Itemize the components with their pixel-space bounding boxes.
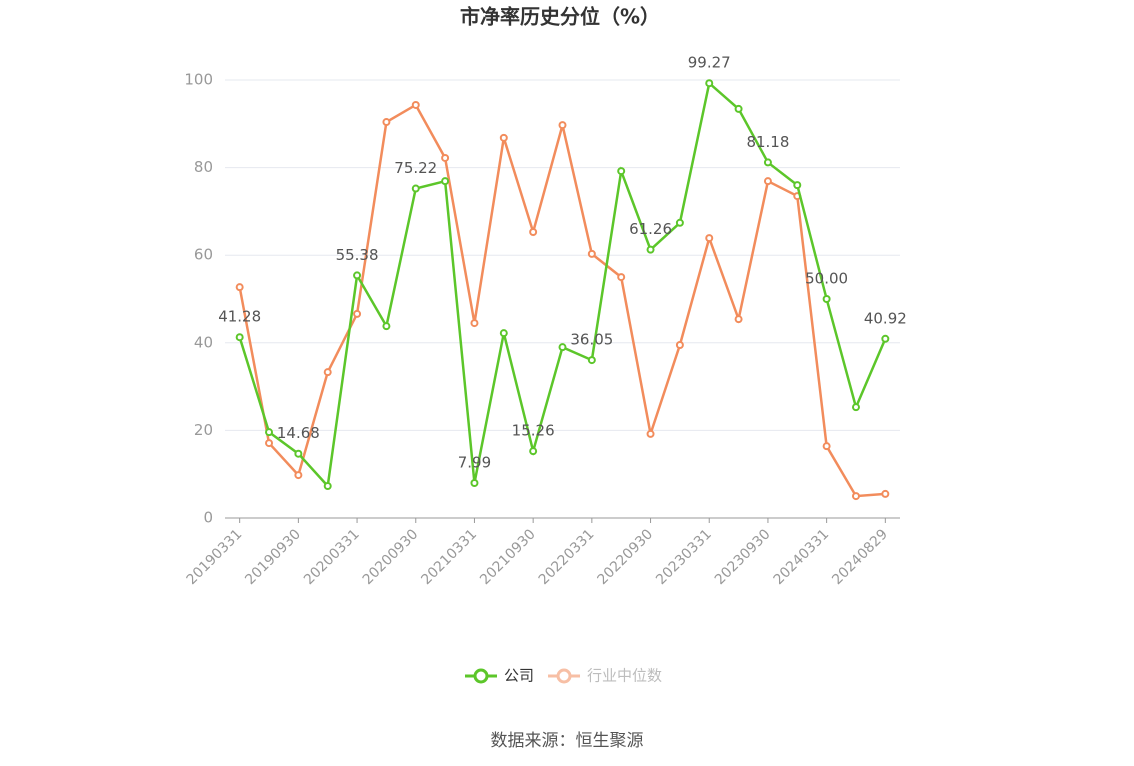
legend-marker xyxy=(473,668,489,684)
point xyxy=(646,429,655,438)
value-label: 99.27 xyxy=(688,54,731,72)
point xyxy=(851,403,860,412)
point xyxy=(470,319,479,328)
point xyxy=(587,249,596,258)
point xyxy=(382,118,391,127)
value-label: 81.18 xyxy=(746,133,789,151)
point xyxy=(353,309,362,318)
point xyxy=(558,343,567,352)
value-label: 41.28 xyxy=(218,308,261,326)
point xyxy=(793,181,802,190)
point xyxy=(675,340,684,349)
value-label: 7.99 xyxy=(458,454,491,472)
value-label: 50.00 xyxy=(805,270,848,288)
x-tick-label: 20230930 xyxy=(712,526,774,588)
series-line xyxy=(238,103,886,498)
point xyxy=(587,356,596,365)
point xyxy=(235,283,244,292)
point xyxy=(822,442,831,451)
y-tick-label: 0 xyxy=(203,509,213,527)
point xyxy=(411,100,420,109)
value-label: 55.38 xyxy=(336,246,379,264)
point xyxy=(617,273,626,282)
chart-title: 市净率历史分位（%） xyxy=(460,5,660,29)
point xyxy=(851,492,860,501)
point xyxy=(705,234,714,243)
point xyxy=(382,322,391,331)
y-tick-label: 80 xyxy=(194,158,213,176)
point xyxy=(734,315,743,324)
point xyxy=(265,439,274,448)
value-label: 36.05 xyxy=(570,331,613,349)
x-tick-label: 20230331 xyxy=(653,526,715,588)
x-tick-label: 20200930 xyxy=(360,526,422,588)
x-tick-label: 20190930 xyxy=(242,526,304,588)
x-tick-label: 20220930 xyxy=(594,526,656,588)
value-label: 61.26 xyxy=(629,220,672,238)
point xyxy=(499,133,508,142)
x-tick-label: 20210331 xyxy=(418,526,480,588)
point xyxy=(558,121,567,130)
point xyxy=(617,167,626,176)
point xyxy=(763,158,772,167)
y-tick-label: 40 xyxy=(194,333,213,351)
point xyxy=(763,177,772,186)
x-tick-label: 20240331 xyxy=(771,526,833,588)
point xyxy=(235,333,244,342)
legend-marker xyxy=(556,668,572,684)
x-tick-label: 20220331 xyxy=(536,526,598,588)
point xyxy=(646,245,655,254)
x-tick-label: 20240829 xyxy=(829,526,891,588)
x-tick-label: 20210930 xyxy=(477,526,539,588)
point xyxy=(529,447,538,456)
point xyxy=(881,489,890,498)
value-label: 75.22 xyxy=(394,159,437,177)
value-label: 14.68 xyxy=(277,424,320,442)
point xyxy=(411,184,420,193)
legend-item[interactable]: 行业中位数 xyxy=(548,667,662,685)
source: 数据来源：恒生聚源 xyxy=(491,731,644,751)
x-tick-label: 20200331 xyxy=(301,526,363,588)
point xyxy=(294,471,303,480)
point xyxy=(822,295,831,303)
point xyxy=(441,177,450,186)
point xyxy=(675,218,684,227)
legend-item[interactable]: 公司 xyxy=(465,667,534,685)
point xyxy=(705,79,714,88)
value-label: 15.26 xyxy=(512,422,555,440)
legend-label: 行业中位数 xyxy=(587,667,662,685)
point xyxy=(470,479,479,488)
y-tick-label: 100 xyxy=(184,71,213,89)
point xyxy=(529,227,538,236)
x-tick-label: 20190331 xyxy=(184,526,246,588)
point xyxy=(441,153,450,162)
point xyxy=(734,104,743,113)
point xyxy=(499,329,508,338)
point xyxy=(294,449,303,458)
point xyxy=(323,482,332,491)
value-label: 40.92 xyxy=(864,309,907,327)
legend-label: 公司 xyxy=(504,667,534,685)
point xyxy=(265,428,274,437)
y-tick-label: 60 xyxy=(194,246,213,264)
point xyxy=(323,368,332,377)
point xyxy=(353,271,362,280)
y-tick-label: 20 xyxy=(194,421,213,439)
point xyxy=(881,334,890,343)
